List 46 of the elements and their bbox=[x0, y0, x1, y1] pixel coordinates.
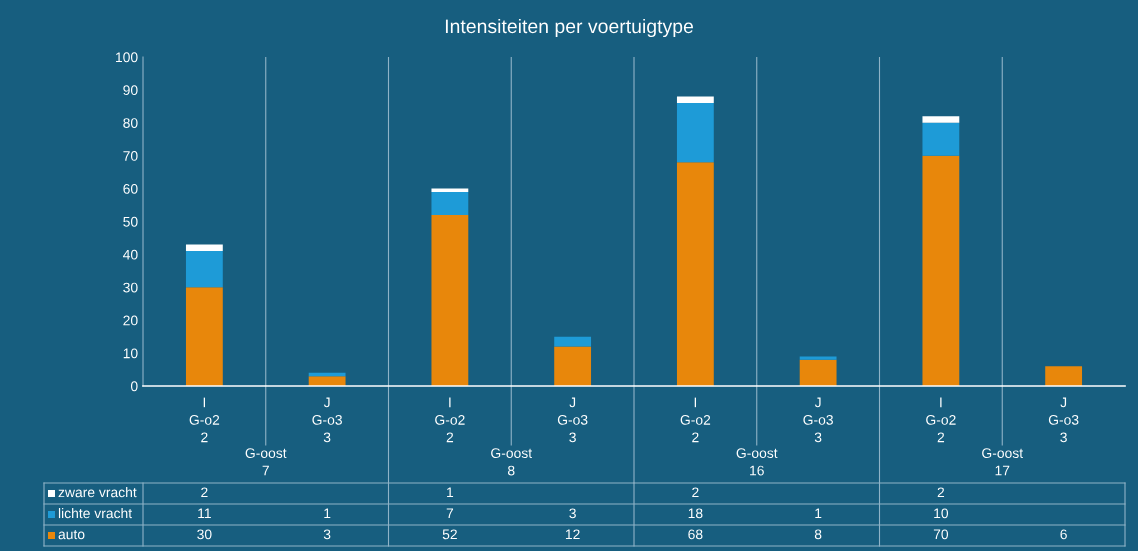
data-label: 3 bbox=[323, 529, 331, 540]
data-label: 2 bbox=[692, 487, 699, 498]
x-tick-label: J G-o3 3 bbox=[312, 397, 342, 443]
data-label: 11 bbox=[198, 508, 211, 519]
text: G-oost 8 bbox=[491, 448, 532, 476]
data-label: 70 bbox=[933, 529, 949, 540]
data-label: 18 bbox=[688, 508, 703, 519]
data-label: 2 bbox=[937, 487, 945, 498]
legend-label: lichte vracht bbox=[58, 508, 132, 519]
y-tick-label: 40 bbox=[123, 249, 138, 260]
y-tick-label: 70 bbox=[123, 151, 138, 161]
data-label: 12 bbox=[565, 529, 580, 540]
y-tick-label: 80 bbox=[123, 118, 138, 128]
x-tick-label: J G-o3 3 bbox=[803, 397, 833, 443]
y-tick-label: 10 bbox=[123, 348, 138, 359]
data-label: 30 bbox=[197, 529, 212, 540]
x-tick-label: J G-o3 3 bbox=[1048, 397, 1079, 443]
x-tick-label: I G-o2 2 bbox=[189, 397, 220, 443]
text: G-oost 7 bbox=[245, 448, 287, 476]
y-tick-label: 60 bbox=[123, 183, 138, 194]
data-label: 68 bbox=[688, 529, 703, 540]
y-tick-label: 30 bbox=[123, 282, 138, 293]
x-tick-label: I G-o2 2 bbox=[435, 397, 465, 443]
y-tick-label: 50 bbox=[123, 216, 138, 227]
data-label: 8 bbox=[814, 529, 822, 540]
data-label: 52 bbox=[442, 529, 457, 540]
data-label: 7 bbox=[446, 508, 454, 519]
x-tick-label: I G-o2 2 bbox=[926, 397, 956, 443]
legend-label: zware vracht bbox=[58, 487, 137, 498]
data-label: 1 bbox=[815, 508, 822, 519]
text: G-oost 17 bbox=[982, 448, 1023, 476]
y-tick-label: 20 bbox=[123, 315, 138, 326]
data-label: 10 bbox=[934, 508, 949, 519]
y-tick-label: 100 bbox=[116, 52, 138, 63]
y-tick-label: 0 bbox=[130, 381, 138, 392]
x-tick-label: J G-o3 3 bbox=[557, 397, 588, 443]
data-label: 6 bbox=[1060, 529, 1067, 540]
legend-label: auto bbox=[58, 530, 85, 540]
data-label: 3 bbox=[569, 508, 576, 519]
data-label: 1 bbox=[324, 508, 331, 519]
data-label: 1 bbox=[447, 487, 454, 498]
chart-title: Intensiteiten per voertuigtype bbox=[445, 18, 693, 38]
text: G-oost 16 bbox=[736, 448, 778, 476]
data-label: 2 bbox=[201, 487, 208, 498]
x-tick-label: I G-o2 2 bbox=[680, 397, 711, 443]
y-tick-label: 90 bbox=[123, 85, 138, 96]
